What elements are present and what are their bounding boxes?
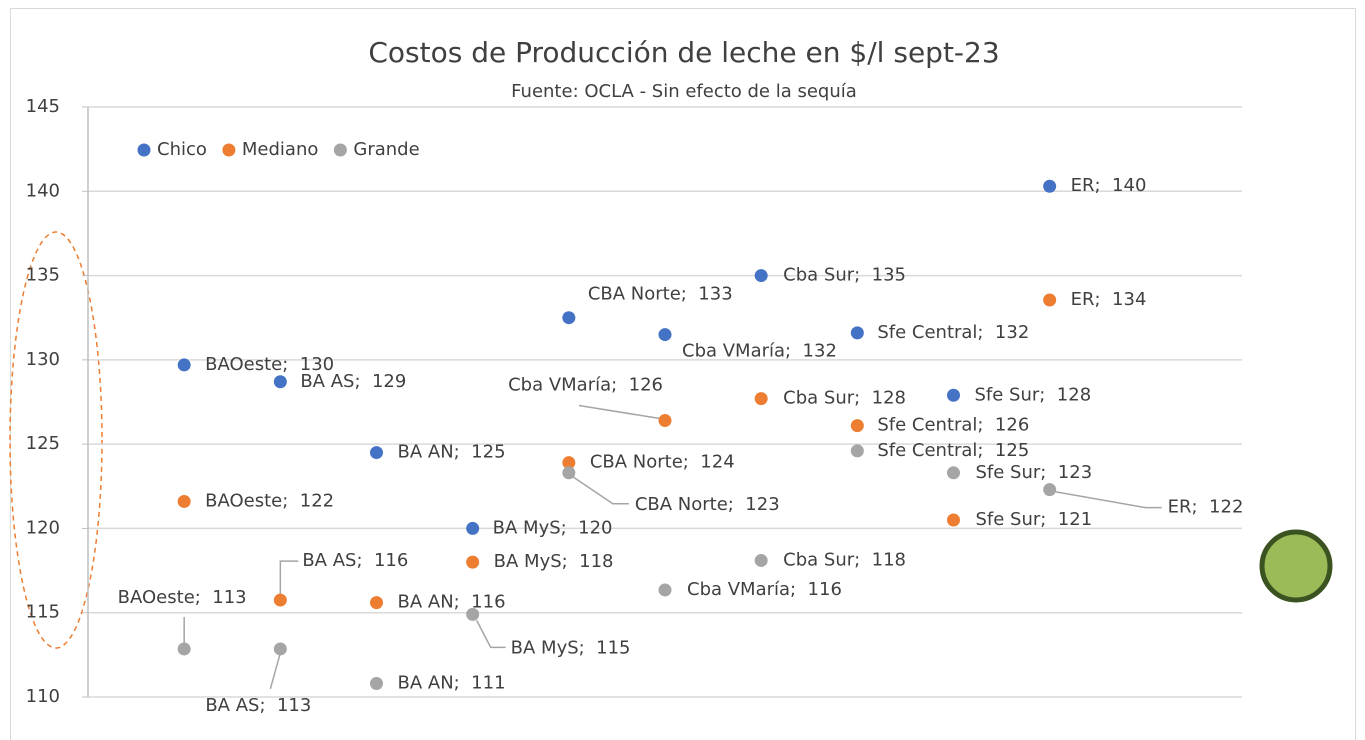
data-label: Sfe Sur; 123 xyxy=(976,462,1093,483)
data-point xyxy=(562,466,576,480)
data-point xyxy=(850,326,864,340)
data-point xyxy=(754,553,768,567)
data-point xyxy=(1043,483,1057,497)
data-label: CBA Norte; 124 xyxy=(590,452,735,473)
data-point xyxy=(754,392,768,406)
data-label: Cba VMaría; 126 xyxy=(508,375,663,396)
data-label: Sfe Sur; 121 xyxy=(976,509,1093,530)
green-circle xyxy=(1259,529,1333,603)
data-label: CBA Norte; 133 xyxy=(588,284,733,305)
data-point xyxy=(370,677,383,691)
data-point xyxy=(370,596,383,610)
data-point xyxy=(177,494,191,508)
y-tick-label: 115 xyxy=(26,602,60,623)
y-tick-label: 110 xyxy=(26,686,60,707)
highlight-ellipse xyxy=(9,231,103,649)
legend-marker xyxy=(333,143,347,157)
chart-border xyxy=(10,8,1356,740)
data-point xyxy=(947,466,960,480)
data-label: BA AS; 129 xyxy=(300,371,406,392)
data-point xyxy=(177,358,191,372)
leader-line xyxy=(476,620,506,649)
data-point xyxy=(658,583,672,597)
chart-title: Costos de Producción de leche en $/l sep… xyxy=(368,36,999,69)
data-label: BAOeste; 130 xyxy=(205,354,334,375)
y-tick-label: 140 xyxy=(26,180,60,201)
data-label: BA AS; 116 xyxy=(302,550,408,571)
data-label: Cba Sur; 128 xyxy=(783,388,906,409)
data-label: BA AN; 116 xyxy=(398,592,506,613)
data-label: BA MyS; 118 xyxy=(494,551,614,572)
data-point xyxy=(273,375,287,389)
data-point xyxy=(273,593,287,607)
data-label: BA AN; 125 xyxy=(398,442,506,463)
data-label: BA AN; 111 xyxy=(398,673,506,694)
data-label: ER; 122 xyxy=(1168,497,1244,518)
y-tick-label: 125 xyxy=(26,433,60,454)
data-label: BA MyS; 120 xyxy=(493,517,613,538)
data-point xyxy=(850,444,864,458)
chart-subtitle: Fuente: OCLA - Sin efecto de la sequía xyxy=(511,81,857,102)
data-label: BA AS; 113 xyxy=(205,695,311,716)
data-label: BAOeste; 122 xyxy=(205,490,334,511)
data-point xyxy=(466,555,480,569)
data-label: Sfe Central; 132 xyxy=(877,322,1029,343)
data-label: ER; 140 xyxy=(1071,175,1147,196)
legend-marker xyxy=(137,143,151,157)
data-point xyxy=(1043,179,1057,193)
data-point xyxy=(754,269,768,283)
data-point xyxy=(273,642,287,656)
data-label: CBA Norte; 123 xyxy=(635,494,780,515)
y-tick-label: 120 xyxy=(26,517,60,538)
legend-label: Grande xyxy=(353,139,419,160)
y-tick-label: 130 xyxy=(26,349,60,370)
data-point xyxy=(177,642,191,656)
data-label: Sfe Central; 126 xyxy=(877,415,1029,436)
data-label: BAOeste; 113 xyxy=(118,587,247,608)
leader-line xyxy=(578,404,661,420)
data-label: Sfe Sur; 128 xyxy=(975,384,1092,405)
leader-line xyxy=(269,652,282,690)
leader-line xyxy=(279,560,299,595)
leader-line xyxy=(1054,490,1162,509)
data-label: Cba VMaría; 116 xyxy=(687,579,842,600)
data-point xyxy=(370,446,383,460)
data-point xyxy=(466,521,480,535)
data-label: ER; 134 xyxy=(1071,289,1147,310)
y-tick-label: 145 xyxy=(26,96,60,117)
data-point xyxy=(947,513,960,527)
data-point xyxy=(658,328,672,342)
leader-line xyxy=(572,476,629,505)
data-label: BA MyS; 115 xyxy=(511,637,631,658)
data-point xyxy=(466,607,480,621)
data-label: Sfe Central; 125 xyxy=(877,440,1029,461)
data-point xyxy=(947,388,960,402)
data-point xyxy=(658,414,672,428)
data-point xyxy=(562,456,576,470)
legend-label: Chico xyxy=(157,139,207,160)
data-point xyxy=(850,419,864,433)
data-point xyxy=(1043,293,1057,307)
data-point xyxy=(562,311,576,325)
data-label: Cba VMaría; 132 xyxy=(682,341,837,362)
data-label: Cba Sur; 135 xyxy=(783,265,906,286)
data-label: Cba Sur; 118 xyxy=(783,549,906,570)
legend-marker xyxy=(222,143,236,157)
legend-label: Mediano xyxy=(242,139,318,160)
y-tick-label: 135 xyxy=(26,265,60,286)
